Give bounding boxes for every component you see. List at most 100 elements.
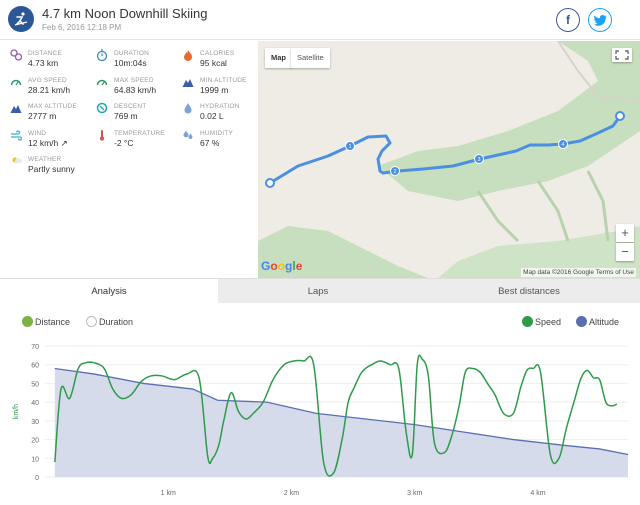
stat-duration: DURATION 10m:04s xyxy=(86,45,172,71)
zoom-out-button[interactable]: − xyxy=(616,243,634,261)
stat-label: MIN ALTITUDE xyxy=(200,76,247,84)
stat-label: CALORIES xyxy=(200,50,235,57)
stat-value: 67 % xyxy=(200,137,220,148)
x-tick-label: 2 km xyxy=(284,490,299,497)
stat-label: AVG SPEED xyxy=(28,76,67,84)
map[interactable]: 1 2 3 4 Map Satellite + − Google Map dat… xyxy=(258,41,640,278)
twitter-share-button[interactable] xyxy=(588,8,612,32)
stat-value: 28.21 km/h xyxy=(28,84,71,95)
stat-value: 4.73 km xyxy=(28,58,59,68)
stat-max-altitude: MAX ALTITUDE 2777 m xyxy=(0,98,86,124)
stat-distance: DISTANCE 4.73 km xyxy=(0,45,86,71)
lap-marker-label: 1 xyxy=(348,144,351,150)
end-marker[interactable] xyxy=(615,111,625,121)
y-tick-label: 20 xyxy=(31,438,39,445)
stat-temperature: TEMPERATURE -2 °C xyxy=(86,125,172,151)
stat-value: Partly sunny xyxy=(28,164,75,174)
stat-calories: CALORIES 95 kcal xyxy=(172,45,258,71)
x-tick-label: 4 km xyxy=(530,490,545,497)
stat-label: WIND xyxy=(28,129,47,137)
stat-weather: WEATHER Partly sunny xyxy=(0,151,86,177)
legend-altitude-label: Altitude xyxy=(589,317,620,327)
stat-value: -2 °C xyxy=(114,137,134,148)
stat-label: DESCENT xyxy=(114,103,147,110)
fullscreen-icon xyxy=(615,50,629,60)
y-tick-label: 0 xyxy=(35,475,39,482)
stat-max-speed: MAX SPEED 64.83 km/h xyxy=(86,72,172,98)
activity-date: Feb 6, 2016 12:18 PM xyxy=(42,23,122,32)
lap-marker-label: 4 xyxy=(561,142,564,148)
facebook-share-button[interactable]: f xyxy=(556,8,580,32)
tabs: Analysis Laps Best distances xyxy=(0,278,640,304)
stat-min-altitude: MIN ALTITUDE 1999 m xyxy=(172,72,258,98)
stat-hydration: HYDRATION 0.02 L xyxy=(172,98,258,124)
lap-marker-label: 2 xyxy=(393,169,396,175)
altitude-area xyxy=(54,368,628,477)
map-attribution[interactable]: Map data ©2016 Google Terms of Use xyxy=(521,268,636,277)
altitude-line xyxy=(54,367,629,456)
chart-legend: Distance Duration Speed Altitude xyxy=(0,310,640,334)
x-tick-label: 1 km xyxy=(161,490,176,497)
speedometer-icon xyxy=(10,79,22,85)
stat-label: DURATION xyxy=(114,50,150,57)
check-icon xyxy=(576,316,587,327)
lap-marker-1[interactable]: 1 xyxy=(345,141,355,151)
wind-icon xyxy=(11,129,22,141)
lap-marker-3[interactable]: 3 xyxy=(474,154,484,164)
radio-icon xyxy=(86,316,97,327)
lap-marker-4[interactable]: 4 xyxy=(558,139,568,149)
y-axis-label: km/h xyxy=(13,404,20,419)
stat-value: 2777 m xyxy=(28,111,57,121)
stat-avg-speed: AVG SPEED 28.21 km/h xyxy=(0,72,86,98)
y-tick-label: 70 xyxy=(31,344,39,351)
map-canvas[interactable]: 1 2 3 4 xyxy=(258,41,640,278)
stat-value: 64.83 km/h xyxy=(114,84,157,95)
twitter-bird-icon xyxy=(593,14,606,26)
humidity-icon xyxy=(183,130,193,139)
y-tick-label: 40 xyxy=(31,400,39,407)
stat-label: WEATHER xyxy=(28,156,62,163)
start-marker[interactable] xyxy=(265,178,275,188)
stat-label: TEMPERATURE xyxy=(114,129,165,137)
analysis-chart[interactable]: 0 10 20 30 40 50 60 70 1 km 2 km 3 km 4 km km/h xyxy=(0,336,640,505)
check-icon xyxy=(522,316,533,327)
fullscreen-button[interactable] xyxy=(612,48,632,62)
stat-value: 95 kcal xyxy=(200,58,227,68)
legend-duration-label: Duration xyxy=(99,317,134,327)
tab-best-distances[interactable]: Best distances xyxy=(498,286,560,297)
zoom-in-button[interactable]: + xyxy=(616,224,634,242)
y-tick-label: 10 xyxy=(31,456,39,463)
stat-wind: WIND 12 km/h ↗ xyxy=(0,125,86,151)
stat-humidity: HUMIDITY 67 % xyxy=(172,125,258,151)
tab-analysis[interactable]: Analysis xyxy=(0,279,218,304)
stat-label: HYDRATION xyxy=(200,103,240,110)
header: 4.7 km Noon Downhill Skiing Feb 6, 2016 … xyxy=(0,0,640,40)
stat-value: 769 m xyxy=(114,111,138,121)
y-tick-label: 60 xyxy=(31,363,39,370)
tab-laps[interactable]: Laps xyxy=(307,286,329,297)
stat-label: MAX ALTITUDE xyxy=(28,103,77,110)
flame-icon xyxy=(184,50,192,61)
map-type-satellite-button[interactable]: Satellite xyxy=(291,48,330,68)
stat-value: 1999 m xyxy=(200,84,229,95)
legend-duration-toggle[interactable]: Duration xyxy=(86,315,133,329)
activity-title: 4.7 km Noon Downhill Skiing xyxy=(42,6,208,21)
stat-label: MAX SPEED xyxy=(114,76,154,84)
thermometer-icon xyxy=(99,129,105,141)
stat-label: DISTANCE xyxy=(28,50,62,57)
legend-distance-toggle[interactable]: Distance xyxy=(22,315,70,329)
stat-value: 0.02 L xyxy=(200,111,224,121)
y-tick-label: 50 xyxy=(31,381,39,388)
sun-icon xyxy=(12,157,22,163)
map-type-map-button[interactable]: Map xyxy=(265,48,292,68)
stat-value: 12 km/h ↗ xyxy=(28,137,68,148)
distance-icon xyxy=(10,49,22,61)
mountain-icon xyxy=(10,105,22,113)
lap-marker-2[interactable]: 2 xyxy=(390,166,400,176)
water-drop-icon xyxy=(184,103,192,114)
lap-marker-label: 3 xyxy=(477,157,480,163)
y-tick-label: 30 xyxy=(31,419,39,426)
legend-altitude-toggle[interactable]: Altitude xyxy=(576,315,619,329)
legend-speed-toggle[interactable]: Speed xyxy=(522,315,561,329)
descent-icon xyxy=(96,102,108,114)
